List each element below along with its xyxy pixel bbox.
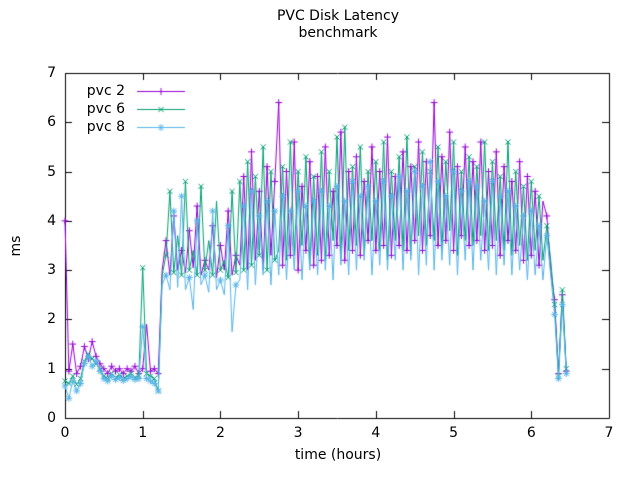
y-tick-label: 1 [47, 360, 56, 377]
chart-title-block: PVC Disk Latency benchmark [65, 8, 611, 42]
y-tick-label: 3 [47, 262, 56, 279]
x-tick-label: 4 [371, 425, 381, 441]
x-tick-label: 6 [526, 425, 536, 441]
legend-entry-pvc-2: pvc 2 [86, 83, 125, 99]
y-tick-label: 4 [47, 212, 56, 229]
x-tick-label: 3 [293, 425, 303, 441]
y-tick-label: 0 [47, 410, 56, 426]
x-tick-label: 5 [449, 425, 459, 441]
x-tick-label: 7 [604, 425, 614, 441]
legend-entry-pvc-6: pvc 6 [86, 101, 125, 117]
chart-title: PVC Disk Latency [276, 8, 400, 24]
x-tick-label: 2 [215, 425, 225, 441]
x-tick-label: 1 [138, 425, 148, 441]
x-axis-label: time (hours) [294, 447, 382, 463]
x-tick-label: 0 [60, 425, 70, 441]
y-tick-label: 6 [47, 114, 56, 131]
y-tick-label: 5 [47, 163, 56, 180]
chart-subtitle: benchmark [298, 25, 378, 41]
y-tick-label: 7 [47, 65, 56, 81]
y-tick-label: 2 [47, 311, 56, 328]
legend-entry-pvc-8: pvc 8 [86, 119, 125, 135]
